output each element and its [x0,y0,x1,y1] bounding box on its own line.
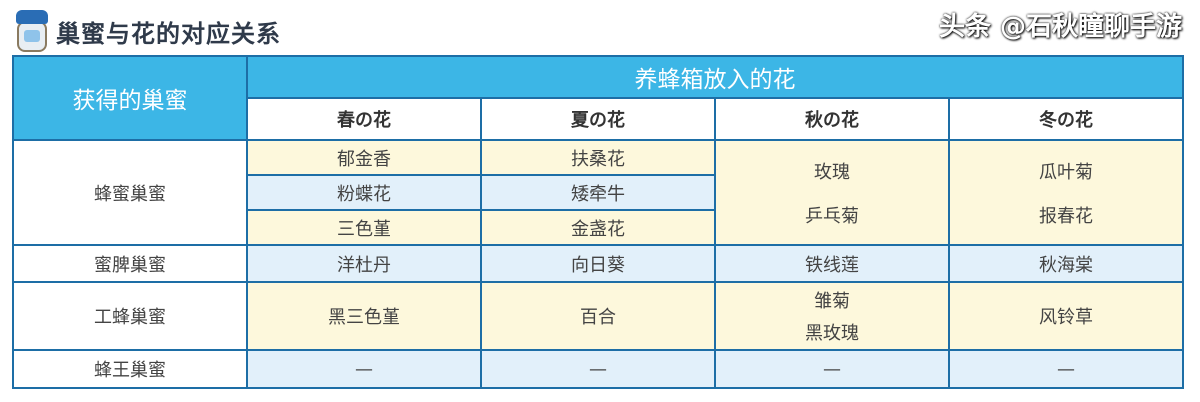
honey-jar-icon [14,10,50,52]
table-cell: 雏菊 黑玫瑰 [716,283,948,349]
table-cell: 百合 [482,283,714,349]
cell-line: 黑玫瑰 [805,323,859,344]
table-cell: — [950,351,1182,387]
cell-line: 雏菊 [814,291,850,312]
table-cell: 风铃草 [950,283,1182,349]
header-flowers: 养蜂箱放入的花 [248,57,1182,97]
cell-line: 报春花 [1039,205,1093,227]
header-spring: 春の花 [248,99,480,139]
table-cell: 玫瑰 乒乓菊 [716,141,948,244]
cell-line: 玫瑰 [814,161,850,183]
table-cell: 粉蝶花 [248,176,480,209]
row-label: 工蜂巢蜜 [14,283,246,349]
table-cell: — [716,351,948,387]
table-cell: 洋杜丹 [248,246,480,281]
table-cell: 三色堇 [248,211,480,244]
row-label: 蜜脾巢蜜 [14,246,246,281]
table-cell: 向日葵 [482,246,714,281]
page-title: 巢蜜与花的对应关系 [56,19,281,48]
cell-line: 瓜叶菊 [1039,161,1093,183]
header-honey: 获得的巢蜜 [14,57,246,139]
table-cell: — [482,351,714,387]
header-autumn: 秋の花 [716,99,948,139]
page-title-area: 巢蜜与花的对应关系 [14,10,281,52]
table-cell: 秋海棠 [950,246,1182,281]
table-cell: 郁金香 [248,141,480,174]
row-label: 蜂蜜巢蜜 [14,141,246,244]
table-cell: 矮牵牛 [482,176,714,209]
table-cell: 黑三色堇 [248,283,480,349]
table-cell: 金盏花 [482,211,714,244]
honey-flower-table: 获得的巢蜜 养蜂箱放入的花 春の花 夏の花 秋の花 冬の花 蜂蜜巢蜜 郁金香 粉… [12,55,1184,389]
table-cell: 瓜叶菊 报春花 [950,141,1182,244]
table-cell: — [248,351,480,387]
row-label: 蜂王巢蜜 [14,351,246,387]
cell-line: 乒乓菊 [805,205,859,227]
watermark: 头条 @石秋瞳聊手游 [938,12,1182,42]
table-cell: 铁线莲 [716,246,948,281]
header-winter: 冬の花 [950,99,1182,139]
header-summer: 夏の花 [482,99,714,139]
table-cell: 扶桑花 [482,141,714,174]
